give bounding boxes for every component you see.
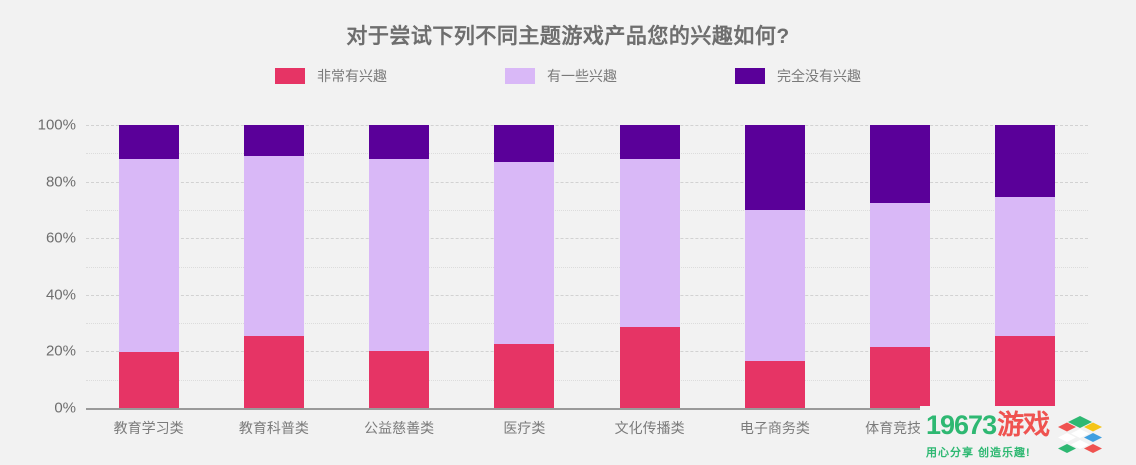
y-tick-label: 40% (45, 286, 76, 304)
bar-segment-0[interactable] (744, 361, 805, 408)
gridline-60 (86, 238, 1088, 240)
legend-item-very-interested[interactable]: 非常有兴趣 (275, 66, 387, 86)
gridline-40 (86, 294, 1088, 296)
bar-group[interactable] (494, 125, 555, 408)
x-axis-labels: 教育学习类 教育科普类 公益慈善类 医疗类 文化传播类 电子商务类 体育竞技类 (86, 418, 1088, 448)
bar-segment-2[interactable] (494, 125, 555, 162)
bar-segment-2[interactable] (243, 125, 304, 157)
stacked-bar[interactable] (995, 125, 1056, 408)
stacked-bar[interactable] (494, 125, 555, 408)
stacked-bar[interactable] (243, 125, 304, 408)
stacked-bar[interactable] (870, 125, 931, 408)
legend-label-very-interested: 非常有兴趣 (317, 68, 387, 84)
legend-item-somewhat-interested[interactable]: 有一些兴趣 (505, 66, 617, 86)
bar-segment-1[interactable] (243, 156, 304, 336)
gridline-100 (86, 125, 1088, 126)
gridline-10 (86, 379, 1088, 381)
bar-segment-1[interactable] (494, 161, 555, 345)
y-tick-label: 20% (45, 342, 76, 360)
bar-segment-2[interactable] (619, 125, 680, 159)
x-tick-label: 公益慈善类 (364, 420, 435, 436)
rubiks-cube-icon (1058, 415, 1103, 453)
bar-group[interactable] (243, 125, 304, 408)
bar-segment-1[interactable] (369, 158, 430, 352)
x-tick-label: 体育竞技类 (865, 420, 936, 436)
legend-item-not-interested[interactable]: 完全没有兴趣 (735, 66, 861, 86)
bar-segment-1[interactable] (870, 202, 931, 348)
watermark: 19673 游戏 用心分享 创造乐趣! (920, 406, 1136, 465)
legend-label-not-interested: 完全没有兴趣 (777, 68, 861, 84)
stacked-bar[interactable] (744, 125, 805, 408)
bar-segment-0[interactable] (870, 347, 931, 408)
bar-group[interactable] (619, 125, 680, 408)
x-tick-label: 文化传播类 (614, 420, 685, 436)
y-tick-label: 100% (37, 116, 76, 134)
bar-segment-2[interactable] (870, 125, 931, 203)
watermark-brand: 19673 游戏 (926, 409, 1050, 440)
x-tick-label: 医疗类 (503, 420, 546, 436)
bar-group[interactable] (995, 125, 1056, 408)
x-tick-label: 教育学习类 (113, 420, 184, 436)
chart-legend: 非常有兴趣 有一些兴趣 完全没有兴趣 (0, 66, 1136, 86)
gridline-90 (86, 153, 1088, 155)
bar-segment-0[interactable] (369, 351, 430, 408)
bar-segment-2[interactable] (744, 125, 805, 210)
bar-group[interactable] (369, 125, 430, 408)
legend-swatch-very-interested (275, 68, 305, 84)
stacked-bar[interactable] (619, 125, 680, 408)
bar-segment-2[interactable] (118, 125, 179, 159)
x-tick-label: 教育科普类 (238, 420, 309, 436)
chart-title: 对于尝试下列不同主题游戏产品您的兴趣如何? (346, 25, 790, 48)
bar-segment-1[interactable] (995, 197, 1056, 336)
bar-segment-0[interactable] (494, 344, 555, 408)
stacked-bar[interactable] (369, 125, 430, 408)
y-axis-labels: 0% 20% 40% 60% 80% 100% (0, 117, 76, 417)
bar-segment-0[interactable] (619, 327, 680, 408)
watermark-word: 游戏 (997, 409, 1050, 440)
watermark-tagline: 用心分享 创造乐趣! (926, 446, 1031, 459)
x-axis-line (86, 408, 1088, 410)
bar-segment-1[interactable] (619, 158, 680, 328)
gridline-30 (86, 323, 1088, 325)
bar-segment-0[interactable] (995, 335, 1056, 408)
bar-segment-1[interactable] (744, 209, 805, 362)
bar-group[interactable] (744, 125, 805, 408)
bar-segment-1[interactable] (118, 158, 179, 353)
gridline-80 (86, 181, 1088, 183)
y-tick-label: 0% (54, 399, 76, 417)
bar-segment-2[interactable] (995, 125, 1056, 198)
plot-area (86, 125, 1088, 408)
bar-segment-0[interactable] (243, 335, 304, 408)
x-tick-label: 电子商务类 (739, 420, 810, 436)
gridline-70 (86, 209, 1088, 211)
y-tick-label: 60% (45, 229, 76, 247)
stacked-bar[interactable] (118, 125, 179, 408)
watermark-digits: 19673 (926, 409, 997, 440)
y-tick-label: 80% (45, 173, 76, 191)
bar-segment-0[interactable] (118, 352, 179, 408)
legend-swatch-not-interested (735, 68, 765, 84)
gridline-50 (86, 266, 1088, 268)
legend-label-somewhat-interested: 有一些兴趣 (547, 68, 617, 84)
bar-group[interactable] (870, 125, 931, 408)
bar-segment-2[interactable] (369, 125, 430, 159)
bar-group[interactable] (118, 125, 179, 408)
gridline-20 (86, 351, 1088, 353)
watermark-text: 19673 游戏 用心分享 创造乐趣! (926, 409, 1050, 460)
legend-swatch-somewhat-interested (505, 68, 535, 84)
